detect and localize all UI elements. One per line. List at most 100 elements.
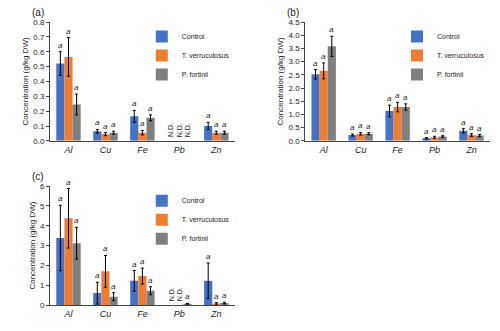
svg-text:a: a	[103, 244, 108, 253]
svg-text:Pb: Pb	[429, 145, 440, 155]
svg-text:a: a	[140, 119, 145, 128]
svg-text:3.0: 3.0	[288, 57, 300, 66]
svg-text:a: a	[222, 120, 227, 129]
svg-text:Cu: Cu	[100, 145, 112, 155]
svg-text:a: a	[329, 25, 334, 34]
svg-text:Zn: Zn	[465, 145, 477, 155]
svg-text:0.0: 0.0	[33, 137, 45, 146]
svg-text:a: a	[148, 104, 153, 113]
svg-text:a: a	[66, 27, 71, 36]
svg-text:a: a	[103, 122, 108, 131]
svg-text:0.3: 0.3	[33, 92, 45, 101]
svg-text:a: a	[395, 91, 400, 100]
svg-text:a: a	[206, 252, 211, 261]
svg-text:N.D.: N.D.	[168, 287, 175, 301]
svg-text:Cu: Cu	[100, 309, 112, 319]
svg-text:Al: Al	[63, 145, 73, 155]
svg-text:0.5: 0.5	[33, 62, 45, 71]
svg-text:2.5: 2.5	[288, 71, 300, 80]
svg-text:P. fortinii: P. fortinii	[182, 71, 209, 78]
svg-text:P. fortinii: P. fortinii	[437, 71, 464, 78]
svg-text:a: a	[206, 111, 211, 120]
svg-text:0.2: 0.2	[33, 107, 45, 116]
svg-text:a: a	[95, 118, 100, 127]
svg-text:1.5: 1.5	[288, 97, 300, 106]
svg-text:0.0: 0.0	[288, 137, 300, 146]
svg-text:a: a	[111, 282, 116, 291]
svg-text:a: a	[366, 122, 371, 131]
svg-text:a: a	[358, 121, 363, 130]
svg-text:Control: Control	[182, 33, 205, 40]
svg-text:a: a	[95, 271, 100, 280]
svg-text:Concentration (g/kg DW): Concentration (g/kg DW)	[276, 37, 285, 125]
svg-text:N.D.: N.D.	[176, 287, 183, 301]
svg-text:1: 1	[40, 281, 45, 290]
svg-text:1.0: 1.0	[288, 110, 300, 119]
svg-text:a: a	[111, 120, 116, 129]
svg-text:P. fortinii: P. fortinii	[182, 235, 209, 242]
svg-text:a: a	[321, 52, 326, 61]
svg-text:a: a	[132, 260, 137, 269]
svg-text:T. verruculosus: T. verruculosus	[437, 52, 485, 59]
svg-text:0.1: 0.1	[33, 122, 45, 131]
svg-text:Zn: Zn	[210, 309, 222, 319]
svg-text:Cu: Cu	[355, 145, 367, 155]
svg-text:Zn: Zn	[210, 145, 222, 155]
svg-text:0.7: 0.7	[33, 33, 45, 42]
svg-text:Fe: Fe	[137, 145, 148, 155]
svg-text:a: a	[387, 94, 392, 103]
svg-text:a: a	[66, 178, 71, 187]
svg-text:6: 6	[40, 182, 45, 191]
svg-text:a: a	[403, 93, 408, 102]
svg-text:a: a	[313, 59, 318, 68]
svg-text:5: 5	[40, 202, 45, 211]
svg-text:a: a	[58, 194, 63, 203]
svg-text:a: a	[148, 276, 153, 285]
svg-text:Control: Control	[182, 197, 205, 204]
svg-text:a: a	[185, 292, 190, 301]
svg-text:a: a	[214, 292, 219, 301]
svg-text:Control: Control	[437, 33, 460, 40]
svg-text:Concentration (g/kg DW): Concentration (g/kg DW)	[28, 201, 37, 289]
svg-text:a: a	[350, 123, 355, 132]
svg-text:2: 2	[40, 261, 45, 270]
svg-text:0.6: 0.6	[33, 48, 45, 57]
svg-text:a: a	[132, 99, 137, 108]
svg-text:0: 0	[40, 301, 45, 310]
svg-text:(a): (a)	[32, 7, 44, 18]
svg-text:3.5: 3.5	[288, 44, 300, 53]
svg-text:(c): (c)	[32, 171, 44, 182]
svg-text:(b): (b)	[287, 7, 299, 18]
svg-text:a: a	[440, 125, 445, 134]
svg-text:a: a	[424, 127, 429, 136]
svg-text:a: a	[432, 125, 437, 134]
svg-text:a: a	[469, 123, 474, 132]
svg-text:4: 4	[40, 222, 45, 231]
svg-text:a: a	[477, 124, 482, 133]
svg-text:4.5: 4.5	[288, 18, 300, 27]
svg-text:a: a	[74, 216, 79, 225]
svg-text:Fe: Fe	[392, 145, 403, 155]
svg-text:N.D.: N.D.	[184, 123, 191, 137]
svg-text:0.8: 0.8	[33, 18, 45, 27]
svg-text:T. verruculosus: T. verruculosus	[182, 216, 230, 223]
svg-text:Pb: Pb	[174, 145, 185, 155]
svg-text:2.0: 2.0	[288, 84, 300, 93]
svg-text:a: a	[222, 291, 227, 300]
svg-text:T. verruculosus: T. verruculosus	[182, 52, 230, 59]
svg-text:a: a	[461, 118, 466, 127]
svg-text:Concentration (g/kg DW): Concentration (g/kg DW)	[21, 37, 30, 125]
svg-text:3: 3	[40, 241, 45, 250]
svg-text:0.4: 0.4	[33, 77, 45, 86]
svg-text:N.D.: N.D.	[176, 123, 183, 137]
svg-text:Al: Al	[319, 145, 329, 155]
svg-text:0.5: 0.5	[288, 123, 300, 132]
svg-text:a: a	[74, 83, 79, 92]
svg-text:N.D.: N.D.	[167, 123, 174, 137]
svg-text:a: a	[140, 257, 145, 266]
svg-text:4.0: 4.0	[288, 31, 300, 40]
svg-text:Pb: Pb	[174, 309, 185, 319]
svg-text:Al: Al	[63, 309, 73, 319]
svg-text:a: a	[214, 120, 219, 129]
svg-text:Fe: Fe	[137, 309, 148, 319]
